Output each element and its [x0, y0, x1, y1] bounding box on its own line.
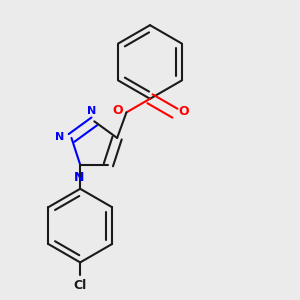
Text: N: N [87, 106, 96, 116]
Text: N: N [74, 171, 84, 184]
Text: O: O [179, 105, 189, 118]
Text: O: O [112, 104, 123, 117]
Text: Cl: Cl [74, 279, 87, 292]
Text: N: N [55, 132, 64, 142]
